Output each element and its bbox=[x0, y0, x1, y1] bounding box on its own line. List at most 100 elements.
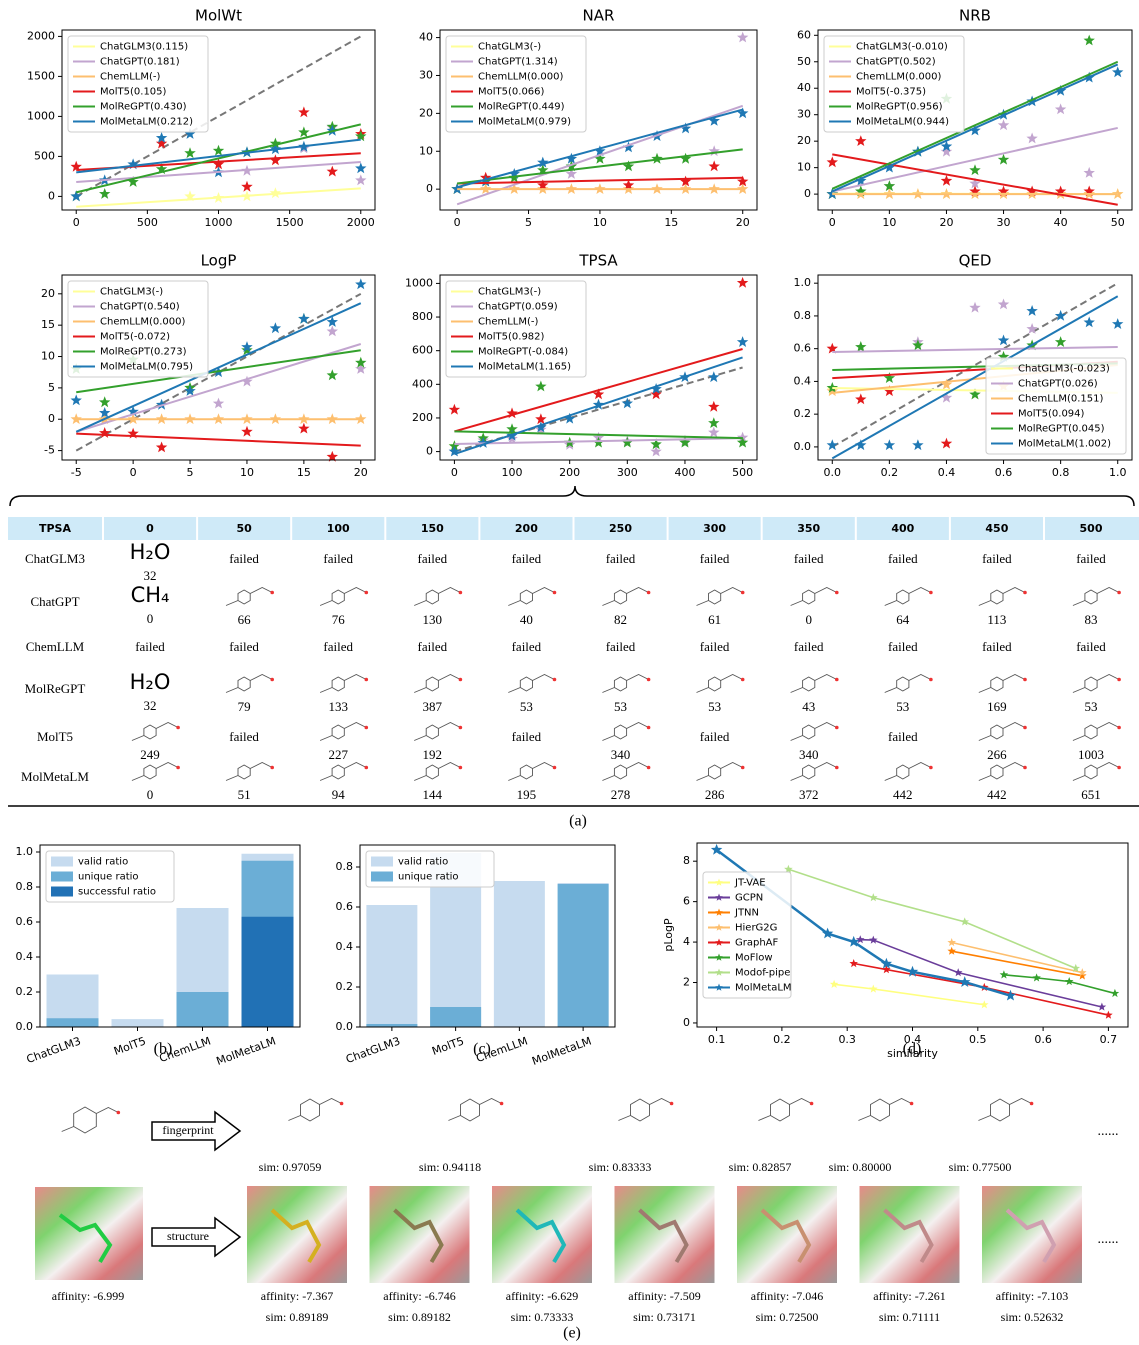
molecule-sketch bbox=[978, 761, 1026, 781]
x-tick-label: 10 bbox=[240, 466, 254, 479]
point bbox=[708, 426, 720, 438]
series-line bbox=[1003, 974, 1116, 995]
legend-label: ChatGPT(0.540) bbox=[100, 302, 180, 313]
point bbox=[184, 128, 196, 139]
point bbox=[155, 163, 168, 175]
molecule-sketch bbox=[602, 721, 649, 741]
y-tick-label: 0.2 bbox=[794, 407, 812, 420]
point bbox=[269, 187, 282, 199]
point bbox=[326, 325, 338, 337]
x-tick-label: 0.4 bbox=[904, 1033, 922, 1046]
molecule-sketch bbox=[448, 1097, 502, 1122]
point bbox=[959, 976, 971, 987]
cell-text: failed bbox=[700, 639, 730, 654]
x-tick-label: MolT5 bbox=[112, 1034, 147, 1058]
similarity: sim: 0.77500 bbox=[949, 1160, 1012, 1174]
similarity: sim: 0.89182 bbox=[388, 1310, 451, 1324]
molecule-sketch bbox=[758, 1097, 812, 1122]
legend-marker bbox=[715, 953, 723, 961]
legend-label: GraphAF bbox=[735, 938, 779, 949]
bar bbox=[176, 992, 229, 1027]
legend-marker bbox=[715, 893, 723, 901]
atom bbox=[1117, 765, 1121, 770]
molecule-sketch bbox=[131, 721, 179, 741]
legend-label: ChatGPT(1.314) bbox=[478, 57, 558, 68]
cell-number: 66 bbox=[238, 612, 252, 627]
y-tick-label: 0.6 bbox=[16, 915, 34, 928]
point bbox=[269, 137, 282, 149]
y-tick-label: 400 bbox=[412, 377, 433, 390]
fit-line bbox=[832, 153, 1118, 206]
y-tick-label: 0.0 bbox=[336, 1020, 354, 1033]
cell-number: 94 bbox=[332, 787, 346, 802]
cell-text: failed bbox=[229, 639, 259, 654]
table-header: TPSA bbox=[39, 522, 71, 535]
plot-frame bbox=[439, 274, 758, 461]
molecule-sketch bbox=[319, 673, 367, 693]
legend-label: MolT5(0.066) bbox=[478, 87, 545, 98]
y-tick-label: 600 bbox=[412, 344, 433, 357]
x-tick-label: 5 bbox=[187, 466, 194, 479]
caption: (e) bbox=[563, 1325, 581, 1342]
atom bbox=[1023, 765, 1027, 770]
x-tick-label: MolMetaLM bbox=[215, 1034, 278, 1067]
atom bbox=[834, 590, 839, 595]
series-line bbox=[860, 938, 1103, 1008]
atom bbox=[364, 725, 369, 730]
similarity: sim: 0.71111 bbox=[879, 1310, 940, 1324]
docking-image bbox=[247, 1186, 347, 1283]
point bbox=[355, 356, 367, 368]
atom bbox=[1117, 677, 1121, 682]
similarity: sim: 0.83333 bbox=[589, 1160, 652, 1174]
cell-number: 40 bbox=[520, 612, 533, 627]
fit-line bbox=[76, 349, 361, 394]
cell-number: 278 bbox=[611, 787, 631, 802]
point bbox=[1078, 971, 1087, 980]
affinity: affinity: -7.261 bbox=[873, 1289, 945, 1303]
point bbox=[784, 864, 793, 873]
point bbox=[1104, 1010, 1113, 1019]
cell-text: failed bbox=[982, 551, 1012, 566]
docking-image bbox=[492, 1186, 592, 1283]
legend-label: MolReGPT(0.449) bbox=[478, 102, 565, 113]
y-tick-label: 1.0 bbox=[16, 845, 34, 858]
docking-image bbox=[614, 1186, 715, 1283]
legend-label: ChemLLM(-) bbox=[478, 317, 538, 328]
point bbox=[736, 276, 749, 288]
point bbox=[940, 140, 953, 152]
point bbox=[355, 363, 367, 374]
point bbox=[940, 378, 953, 390]
y-tick-label: 0.2 bbox=[336, 980, 354, 993]
point bbox=[326, 450, 338, 462]
legend-box bbox=[67, 35, 209, 133]
similarity: sim: 0.52632 bbox=[1001, 1310, 1064, 1324]
x-tick-label: 10 bbox=[593, 216, 607, 229]
y-tick-label: 10 bbox=[41, 350, 55, 363]
atom bbox=[1029, 1101, 1034, 1106]
atom bbox=[270, 590, 274, 595]
legend-swatch bbox=[371, 856, 393, 867]
table-header: 500 bbox=[1080, 522, 1103, 535]
similarity: sim: 0.82857 bbox=[729, 1160, 792, 1174]
x-tick-label: 20 bbox=[939, 216, 953, 229]
ligand bbox=[58, 1213, 113, 1264]
chart-title: TPSA bbox=[578, 252, 618, 270]
atom bbox=[834, 765, 839, 770]
legend-label: ChatGLM3(-) bbox=[478, 42, 541, 53]
y-tick-label: -5 bbox=[44, 444, 55, 457]
point bbox=[651, 152, 663, 164]
point bbox=[883, 385, 896, 397]
point bbox=[906, 965, 919, 977]
x-tick-label: 100 bbox=[502, 466, 523, 479]
point bbox=[826, 156, 838, 168]
atom bbox=[646, 765, 651, 770]
similarity: sim: 0.73333 bbox=[511, 1310, 574, 1324]
x-tick-label: 500 bbox=[137, 216, 158, 229]
cell-text: failed bbox=[323, 551, 353, 566]
point bbox=[1064, 977, 1074, 986]
legend-swatch bbox=[51, 856, 73, 867]
point bbox=[184, 190, 196, 202]
cell-text: failed bbox=[606, 551, 636, 566]
x-tick-label: 200 bbox=[559, 466, 580, 479]
